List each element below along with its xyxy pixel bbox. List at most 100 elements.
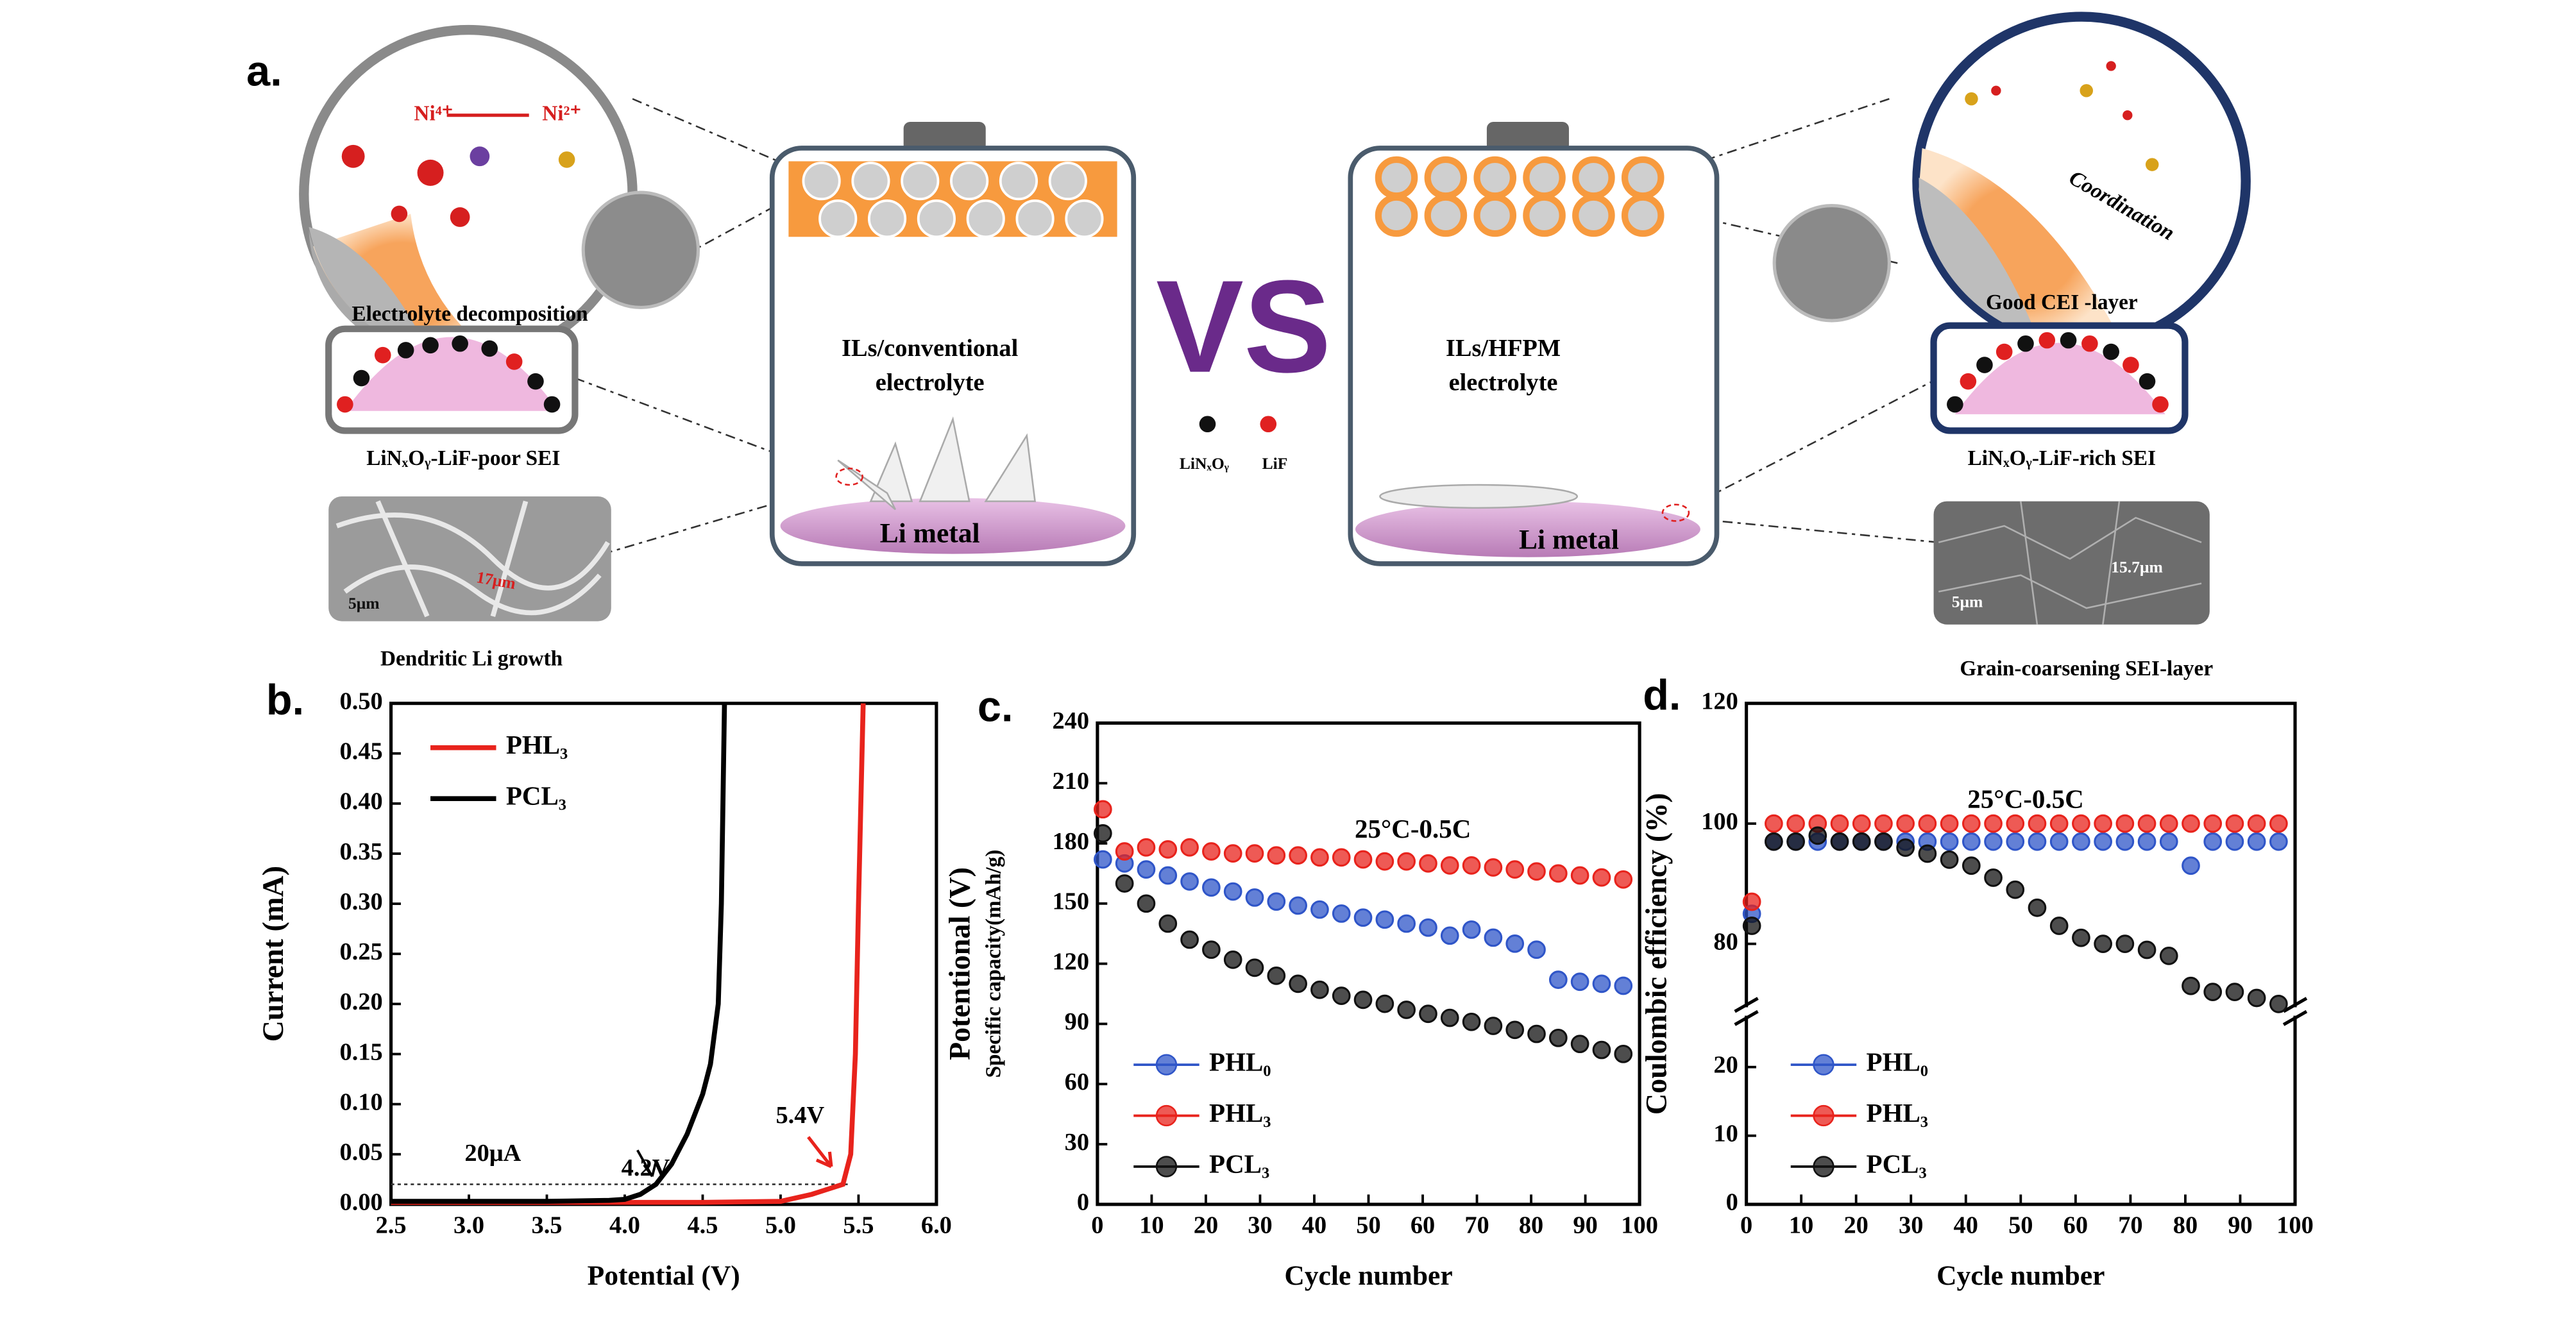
data-point (2094, 814, 2112, 833)
data-point (1765, 832, 1783, 851)
chart: d. 0 10 20 30 40 50 60 70 80 90 100 0 10 20 80 100 120 Cyc… (1640, 672, 2313, 1292)
y-axis-label: Coulombic efficiency (%) (1640, 793, 1672, 1115)
sem-image (1933, 501, 2210, 625)
caption: Electrolyte decomposition (352, 302, 588, 326)
legend-label: PCL₃ (506, 781, 566, 811)
legend-marker (1813, 1104, 1835, 1127)
axis-break (2282, 997, 2308, 1013)
legend-label: PHL₃ (506, 730, 568, 759)
data-point (1332, 904, 1351, 923)
x-tick-label: 60 (2063, 1212, 2088, 1238)
data-point (1852, 814, 1871, 833)
x-tick-label: 60 (1411, 1212, 1435, 1238)
x-tick-label: 40 (1954, 1212, 1978, 1238)
x-tick-label: 70 (1464, 1212, 1489, 1238)
data-point (1094, 850, 1112, 869)
y-tick-label: 0.20 (340, 988, 383, 1015)
x-tick-label: 3.5 (532, 1212, 563, 1238)
data-point (2203, 832, 2223, 851)
panel-label: d. (1643, 672, 1681, 720)
li-metal-label: Li metal (880, 518, 980, 548)
data-point (1484, 928, 1503, 947)
data-point (1180, 838, 1199, 857)
data-point (1375, 910, 1394, 929)
x-tick-label: 80 (2173, 1212, 2198, 1238)
sem-image (581, 190, 700, 309)
data-point (1570, 972, 1589, 992)
y-tick-label: 0.10 (340, 1088, 383, 1115)
data-point (2115, 832, 2135, 851)
y-tick-label: 0.45 (340, 738, 383, 765)
data-point (1592, 868, 1611, 887)
data-point (1419, 854, 1437, 873)
y-tick-label: 180 (1052, 828, 1089, 855)
data-point (1984, 814, 2003, 833)
data-point (1353, 990, 1373, 1010)
y-axis-label: Current (mA) (257, 866, 289, 1042)
data-point (1202, 842, 1221, 861)
data-point (1137, 894, 1156, 913)
data-point (2137, 832, 2157, 851)
battery-label: electrolyte (1449, 369, 1558, 396)
legend-marker (1155, 1054, 1178, 1076)
y-tick-label: 0 (1726, 1189, 1738, 1216)
legend-label: LiNₓOᵧ (1180, 454, 1229, 473)
chart: c. 0 10 20 30 40 50 60 70 80 90 100 0 30 60 90 120 150 180… (943, 683, 1657, 1291)
data-point (1548, 970, 1568, 989)
data-point (2203, 814, 2223, 833)
x-tick-label: 0 (1091, 1212, 1103, 1238)
data-point (2115, 934, 2135, 953)
data-point (2269, 814, 2288, 833)
scale-label: 5μm (1952, 592, 1983, 611)
legend-label: LiF (1262, 454, 1288, 473)
data-point (1158, 840, 1178, 859)
data-point (2028, 832, 2047, 851)
data-point (1940, 850, 1959, 869)
data-point (1332, 986, 1351, 1005)
x-axis-label: Potential (V) (588, 1260, 740, 1291)
data-point (2094, 934, 2112, 953)
y-tick-label: 0.40 (340, 788, 383, 815)
data-point (2159, 832, 2178, 851)
data-point (1375, 994, 1394, 1013)
x-tick-label: 80 (1519, 1212, 1543, 1238)
y-axis-label: Potentional (V) (943, 867, 976, 1060)
y-tick-label: 0 (1077, 1189, 1089, 1216)
data-point (1353, 908, 1373, 927)
data-point (1440, 926, 1459, 945)
sem-image (328, 496, 611, 621)
right-battery: ILs/HFPM electrolyte Li metal (1348, 121, 1720, 566)
caption: Grain-coarsening SEI-layer (1960, 657, 2213, 680)
x-tick-label: 20 (1843, 1212, 1868, 1238)
y-tick-label: 100 (1701, 808, 1738, 835)
annotation: 5.4V (775, 1102, 824, 1129)
caption: LiNₓOᵧ-LiF-rich SEI (1968, 446, 2156, 470)
data-point (1505, 860, 1525, 879)
data-point (1614, 1044, 1633, 1063)
x-tick-label: 50 (1356, 1212, 1380, 1238)
legend-label: PHL₃ (1867, 1098, 1929, 1128)
data-point (1830, 832, 1849, 851)
data-point (1570, 866, 1589, 885)
data-point (1094, 824, 1112, 843)
data-point (1202, 878, 1221, 897)
sem-image (1772, 204, 1891, 323)
chart: b. 2.5 3.0 3.5 4.0 4.5 5.0 5.5 6.0 0.00 0.05 0.10 0.… (257, 677, 952, 1291)
data-point (1310, 900, 1329, 919)
data-point (2225, 983, 2244, 1001)
data-point (1918, 814, 1937, 833)
data-point (2182, 814, 2200, 833)
data-point (1984, 832, 2003, 851)
panel-label: a. (246, 47, 282, 95)
data-point (1245, 958, 1264, 977)
arrow (807, 1136, 833, 1169)
x-tick-label: 0 (1740, 1212, 1752, 1238)
data-point (1765, 814, 1783, 833)
data-point (1786, 814, 1805, 833)
vs-label: VS (1156, 254, 1331, 400)
data-point (1786, 832, 1805, 851)
data-point (1223, 882, 1242, 901)
plot-frame (1096, 721, 1641, 1206)
legend-label: PHL₀ (1867, 1047, 1929, 1077)
data-point (1592, 974, 1611, 993)
